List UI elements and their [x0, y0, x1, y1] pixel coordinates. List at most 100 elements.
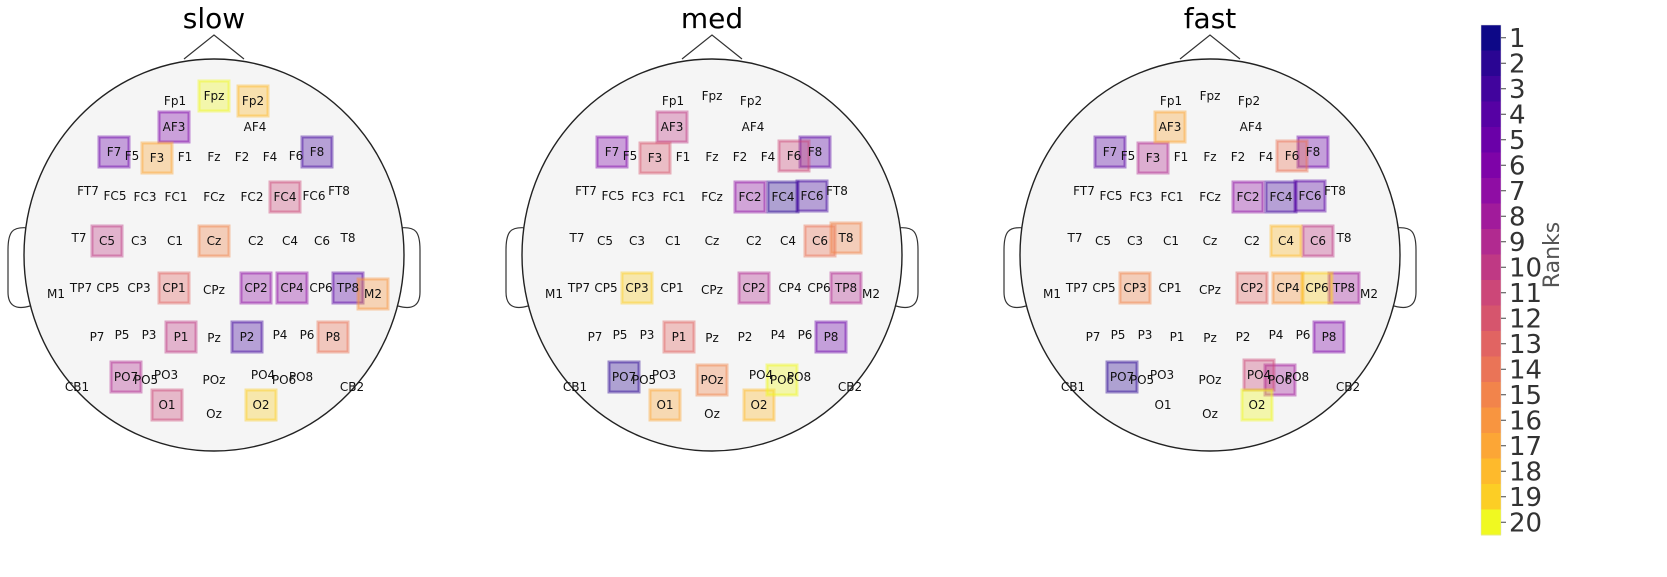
electrode-label-F6: F6 [787, 149, 802, 163]
electrode-label-CP1: CP1 [660, 281, 683, 295]
colorbar-tick-label: 3 [1509, 75, 1526, 105]
electrode-label-C3: C3 [629, 234, 645, 248]
rank-marker-FC4 [766, 180, 800, 214]
electrode-label-FC4: FC4 [772, 190, 795, 204]
colorbar-segment-15 [1481, 382, 1501, 408]
electrode-label-CP5: CP5 [1092, 281, 1115, 295]
electrode-label-TP7: TP7 [69, 281, 92, 295]
electrode-label-AF4: AF4 [244, 120, 267, 134]
electrode-label-T7: T7 [71, 231, 87, 245]
electrode-label-P1: P1 [174, 330, 189, 344]
colorbar-tick-label: 18 [1509, 457, 1542, 487]
electrode-label-C5: C5 [1095, 234, 1111, 248]
electrode-label-T8: T8 [1336, 231, 1352, 245]
rank-marker-CP4 [1271, 271, 1305, 305]
rank-marker-CP1 [157, 271, 191, 305]
rank-marker-PO7 [109, 360, 143, 394]
electrode-label-PO3: PO3 [154, 368, 178, 382]
electrode-label-PO7: PO7 [612, 370, 636, 384]
electrode-label-Cz: Cz [1203, 234, 1218, 248]
electrode-label-FT7: FT7 [575, 184, 597, 198]
colorbar-segment-9 [1481, 229, 1501, 255]
rank-marker-C6 [803, 224, 837, 258]
rank-marker-CP3 [1118, 271, 1152, 305]
electrode-label-Pz: Pz [207, 331, 221, 345]
electrode-label-PO8: PO8 [1285, 370, 1309, 384]
electrode-label-Oz: Oz [206, 407, 222, 421]
electrode-label-PO7: PO7 [1110, 370, 1134, 384]
electrode-label-Fpz: Fpz [204, 89, 225, 103]
electrode-label-FC6: FC6 [303, 189, 326, 203]
electrode-label-P4: P4 [1269, 328, 1284, 342]
panel-title: fast [1184, 2, 1237, 35]
rank-marker-C6 [1301, 224, 1335, 258]
head-outline [521, 58, 903, 452]
rank-marker-CP4 [275, 271, 309, 305]
colorbar-segment-16 [1481, 407, 1501, 434]
electrode-label-P3: P3 [1138, 328, 1153, 342]
electrode-label-Fp1: Fp1 [1160, 94, 1182, 108]
electrode-label-C4: C4 [780, 234, 796, 248]
electrode-label-F7: F7 [1103, 145, 1118, 159]
rank-marker-O1 [150, 388, 184, 422]
electrode-label-PO7: PO7 [114, 370, 138, 384]
electrode-label-F8: F8 [1306, 145, 1321, 159]
electrode-label-C2: C2 [1244, 234, 1260, 248]
rank-marker-AF3 [655, 110, 689, 144]
colorbar-segment-11 [1481, 280, 1501, 306]
electrode-label-FC2: FC2 [241, 190, 264, 204]
electrode-label-PO3: PO3 [652, 368, 676, 382]
electrode-label-C1: C1 [1163, 234, 1179, 248]
electrode-label-P6: P6 [1296, 328, 1311, 342]
electrode-label-PO3: PO3 [1150, 368, 1174, 382]
head-panel-slow: slow Fp1 Fpz Fp2 AF3 AF4 F7 F5 F3 F1 Fz F2 F4 F6 F8 FT7… [7, 2, 421, 452]
electrode-label-CP6: CP6 [1305, 281, 1328, 295]
colorbar-segment-20 [1481, 509, 1501, 536]
electrode-label-T7: T7 [569, 231, 585, 245]
electrode-label-FC5: FC5 [1100, 189, 1123, 203]
electrode-label-M2: M2 [862, 287, 880, 301]
electrode-label-P5: P5 [115, 328, 130, 342]
electrode-label-Fz: Fz [705, 150, 718, 164]
electrode-label-F7: F7 [605, 145, 620, 159]
electrode-label-TP8: TP8 [336, 281, 359, 295]
electrode-label-CP1: CP1 [162, 281, 185, 295]
electrode-label-TP8: TP8 [834, 281, 857, 295]
electrode-label-C1: C1 [167, 234, 183, 248]
electrode-label-P3: P3 [142, 328, 157, 342]
electrode-label-PO4: PO4 [251, 368, 275, 382]
rank-marker-FC2 [1231, 180, 1265, 214]
rank-marker-TP8 [331, 271, 365, 305]
electrode-label-Fp2: Fp2 [740, 94, 762, 108]
electrode-label-FC2: FC2 [1237, 190, 1260, 204]
rank-marker-P8 [814, 320, 848, 354]
colorbar-tick-label: 13 [1509, 330, 1542, 360]
rank-marker-PO4 [1242, 358, 1276, 392]
electrode-label-F3: F3 [648, 151, 663, 165]
electrode-label-C1: C1 [665, 234, 681, 248]
colorbar-tick-label: 14 [1509, 355, 1542, 385]
rank-marker-F6 [777, 139, 811, 173]
panel-title: slow [183, 2, 245, 35]
colorbar-segment-12 [1481, 305, 1501, 332]
electrode-label-Fpz: Fpz [702, 89, 723, 103]
electrode-label-P3: P3 [640, 328, 655, 342]
electrode-label-PO8: PO8 [289, 370, 313, 384]
electrode-label-CP5: CP5 [594, 281, 617, 295]
electrode-label-P2: P2 [738, 330, 753, 344]
rank-marker-PO6 [1263, 363, 1297, 397]
electrode-label-P5: P5 [613, 328, 628, 342]
electrode-label-P6: P6 [798, 328, 813, 342]
rank-marker-C4 [1269, 224, 1303, 258]
colorbar-segment-13 [1481, 331, 1501, 357]
rank-marker-CP2 [737, 271, 771, 305]
electrode-label-FT8: FT8 [1324, 184, 1346, 198]
electrode-label-FCz: FCz [203, 190, 225, 204]
electrode-label-F2: F2 [1231, 150, 1246, 164]
electrode-label-FC4: FC4 [274, 190, 297, 204]
rank-marker-P8 [1312, 320, 1346, 354]
electrode-label-F2: F2 [733, 150, 748, 164]
electrode-label-C3: C3 [1127, 234, 1143, 248]
electrode-label-PO8: PO8 [787, 370, 811, 384]
